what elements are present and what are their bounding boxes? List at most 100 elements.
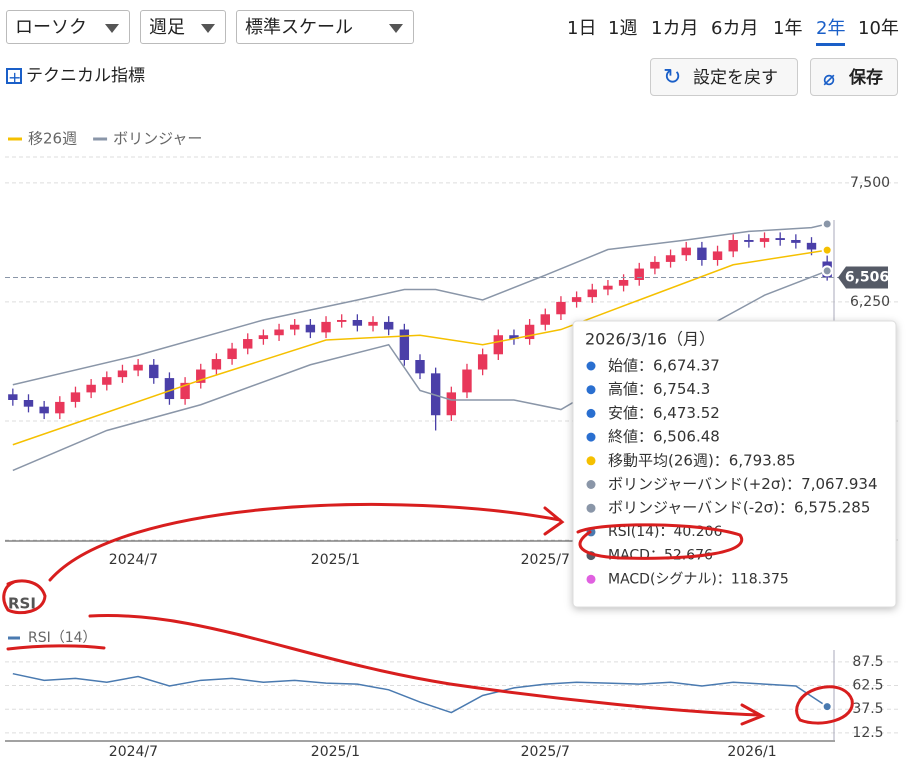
candle-body <box>86 384 96 393</box>
y-tick-label: 37.5 <box>852 701 883 717</box>
candle-body <box>430 373 441 416</box>
dropdown[interactable]: 週足 <box>140 10 226 44</box>
tooltip-dot <box>586 503 596 513</box>
tooltip-dot <box>586 480 596 489</box>
x-tick-label: 2024/7 <box>109 744 158 760</box>
tooltip <box>572 320 897 608</box>
candle-body <box>728 240 738 252</box>
last-marker <box>821 218 833 230</box>
tooltip-row: ボリンジャーバンド(-2σ)：6,575.285 <box>608 499 870 517</box>
tooltip-row: 終値：6,506.48 <box>608 428 720 446</box>
candle-body <box>117 370 128 378</box>
candle-body <box>164 378 175 400</box>
save-button[interactable]: ⌀ 保存 <box>810 58 898 96</box>
candle-body <box>133 364 143 371</box>
tooltip-row: 安値：6,473.52 <box>608 404 720 422</box>
rsi-legend: RSI（14） <box>28 630 97 646</box>
tooltip-dot <box>586 385 596 395</box>
candle-body <box>540 314 550 325</box>
candle-body <box>603 285 613 290</box>
dropdown[interactable]: 標準スケール <box>236 10 414 44</box>
annotation <box>88 614 766 726</box>
period-tab[interactable]: 1週 <box>608 18 638 39</box>
reset-button[interactable]: ↻ 設定を戻す <box>650 58 798 96</box>
candle-body <box>180 382 190 400</box>
candle-body <box>211 359 222 370</box>
candle-body <box>650 261 660 269</box>
tooltip-dot <box>586 456 596 466</box>
label: 保存 <box>849 68 883 88</box>
tooltip-dot <box>586 361 596 371</box>
tooltip-dot <box>586 574 596 584</box>
legend-label: 移26週 <box>28 130 77 148</box>
candle-body <box>55 401 65 414</box>
candle-body <box>368 321 378 326</box>
tooltip-dot <box>586 432 596 442</box>
tooltip-row: 始値：6,674.37 <box>608 357 720 375</box>
candle-body <box>337 320 347 322</box>
annotation <box>6 644 106 651</box>
annotation <box>795 685 854 725</box>
x-tick-label: 2024/7 <box>109 552 158 568</box>
candle-body <box>791 240 801 243</box>
annotation <box>2 579 47 615</box>
candle-body <box>462 369 472 393</box>
dropdown[interactable]: ローソク <box>6 10 130 44</box>
candle-body <box>744 240 754 242</box>
candle-body <box>39 406 49 414</box>
x-tick-label: 2025/7 <box>521 552 570 568</box>
candle-body <box>759 238 770 242</box>
period-tab[interactable]: 1日 <box>567 18 597 39</box>
candle-body <box>806 242 817 250</box>
series-line <box>12 672 828 714</box>
technical-button[interactable]: + テクニカル指標 <box>6 66 145 87</box>
candle-body <box>274 329 284 336</box>
last-marker <box>821 244 833 256</box>
candle-body <box>587 289 597 298</box>
candle-body <box>8 394 18 400</box>
period-tab[interactable]: 2年 <box>816 14 846 46</box>
candle-body <box>243 339 253 349</box>
period-tab[interactable]: 1カ月 <box>651 18 699 39</box>
last-price-box <box>838 266 888 289</box>
candle-body <box>571 297 582 302</box>
tooltip-row: 高値：6,754.3 <box>608 380 710 398</box>
period-tab[interactable]: 1年 <box>773 18 803 39</box>
candle-body <box>556 301 566 315</box>
candle-body <box>712 251 723 260</box>
y-tick-label: 6,250 <box>850 294 890 310</box>
rsi-title: RSI <box>8 595 36 613</box>
candle-body <box>70 392 81 402</box>
annotation <box>48 502 565 582</box>
period-tab[interactable]: 6カ月 <box>711 18 759 39</box>
candle-body <box>290 324 300 330</box>
label: テクニカル指標 <box>26 66 145 86</box>
candle-body <box>196 369 206 383</box>
candle-body <box>149 364 159 379</box>
candle-body <box>775 238 785 240</box>
series-line <box>12 249 828 446</box>
x-tick-label: 2025/1 <box>311 552 360 568</box>
candle-body <box>634 268 644 280</box>
candle-body <box>509 335 519 340</box>
y-tick-label: 12.5 <box>852 725 883 741</box>
candle-body <box>477 354 488 370</box>
x-tick-label: 2025/1 <box>311 744 360 760</box>
candle-body <box>23 400 34 407</box>
last-marker <box>821 265 833 277</box>
tooltip-row: MACD(シグナル)：118.375 <box>608 571 789 587</box>
legend-label: ボリンジャー <box>113 130 202 148</box>
period-tab[interactable]: 10年 <box>858 18 899 39</box>
y-tick-label: 62.5 <box>852 678 883 694</box>
candle-body <box>493 335 503 355</box>
candle-body <box>399 329 410 360</box>
candle-body <box>321 321 331 333</box>
tooltip-row: 移動平均(26週)：6,793.85 <box>608 451 796 469</box>
candle-body <box>665 255 676 262</box>
candle-body <box>681 247 691 256</box>
x-tick-label: 2025/7 <box>521 744 570 760</box>
candle-body <box>102 377 112 385</box>
tooltip-dot <box>586 408 596 418</box>
annotation <box>576 523 744 560</box>
